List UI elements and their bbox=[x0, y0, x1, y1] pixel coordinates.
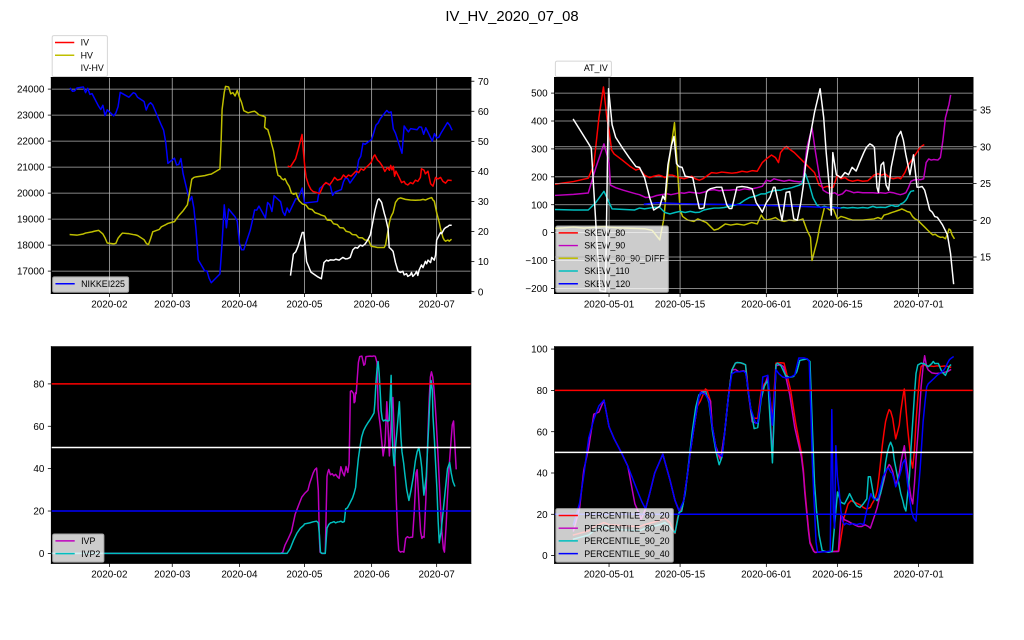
svg-text:IV_HV_2020_07_08: IV_HV_2020_07_08 bbox=[445, 9, 578, 25]
svg-text:30: 30 bbox=[980, 142, 991, 153]
svg-text:2020-04: 2020-04 bbox=[221, 300, 258, 311]
svg-text:22000: 22000 bbox=[17, 137, 45, 148]
svg-text:NIKKEI225: NIKKEI225 bbox=[81, 279, 125, 289]
svg-text:HV: HV bbox=[81, 50, 93, 60]
svg-text:400: 400 bbox=[531, 117, 548, 128]
svg-text:50: 50 bbox=[478, 137, 489, 148]
svg-text:IV: IV bbox=[81, 38, 89, 48]
svg-text:0: 0 bbox=[542, 228, 548, 239]
svg-text:IVP: IVP bbox=[81, 536, 95, 546]
svg-text:2020-05: 2020-05 bbox=[286, 570, 323, 581]
svg-text:20: 20 bbox=[537, 510, 548, 521]
svg-text:500: 500 bbox=[531, 89, 548, 100]
svg-text:2020-07: 2020-07 bbox=[419, 570, 455, 581]
svg-text:SKEW_110: SKEW_110 bbox=[584, 266, 629, 276]
svg-text:SKEW_120: SKEW_120 bbox=[584, 279, 630, 289]
svg-text:AT_IV: AT_IV bbox=[584, 63, 608, 73]
svg-text:PERCENTILE_90_40: PERCENTILE_90_40 bbox=[584, 549, 669, 559]
svg-text:20: 20 bbox=[33, 507, 44, 518]
svg-text:2020-06-01: 2020-06-01 bbox=[741, 570, 791, 581]
svg-text:0: 0 bbox=[478, 287, 484, 298]
svg-text:2020-06-01: 2020-06-01 bbox=[741, 300, 791, 311]
svg-text:2020-06-15: 2020-06-15 bbox=[812, 570, 863, 581]
svg-text:300: 300 bbox=[531, 144, 548, 155]
svg-text:70: 70 bbox=[478, 77, 489, 88]
svg-text:2020-03: 2020-03 bbox=[154, 300, 191, 311]
svg-text:−100: −100 bbox=[525, 256, 548, 267]
svg-text:−200: −200 bbox=[525, 284, 548, 295]
svg-text:25: 25 bbox=[980, 179, 991, 190]
svg-text:PERCENTILE_80_20: PERCENTILE_80_20 bbox=[584, 511, 669, 521]
svg-text:2020-06-15: 2020-06-15 bbox=[812, 300, 863, 311]
svg-text:SKEW_80_90_DIFF: SKEW_80_90_DIFF bbox=[584, 253, 665, 263]
svg-text:IV-HV: IV-HV bbox=[81, 63, 104, 73]
svg-text:17000: 17000 bbox=[17, 267, 45, 278]
svg-text:2020-02: 2020-02 bbox=[91, 300, 127, 311]
svg-text:20000: 20000 bbox=[17, 189, 45, 200]
svg-text:80: 80 bbox=[33, 379, 44, 390]
svg-text:2020-05-01: 2020-05-01 bbox=[584, 300, 634, 311]
svg-text:2020-05-01: 2020-05-01 bbox=[584, 570, 634, 581]
svg-text:2020-03: 2020-03 bbox=[154, 570, 191, 581]
svg-text:200: 200 bbox=[531, 172, 548, 183]
svg-text:15: 15 bbox=[980, 253, 991, 264]
svg-text:40: 40 bbox=[33, 464, 44, 475]
svg-text:20: 20 bbox=[980, 216, 991, 227]
svg-text:40: 40 bbox=[478, 167, 489, 178]
svg-text:0: 0 bbox=[542, 551, 548, 562]
svg-text:30: 30 bbox=[478, 197, 489, 208]
svg-text:2020-06: 2020-06 bbox=[354, 300, 391, 311]
svg-text:2020-05: 2020-05 bbox=[286, 300, 323, 311]
svg-text:2020-07-01: 2020-07-01 bbox=[893, 570, 943, 581]
svg-text:2020-07-01: 2020-07-01 bbox=[893, 300, 943, 311]
svg-text:23000: 23000 bbox=[17, 111, 45, 122]
svg-text:10: 10 bbox=[478, 257, 489, 268]
svg-text:2020-05-15: 2020-05-15 bbox=[655, 300, 706, 311]
svg-text:SKEW_90: SKEW_90 bbox=[584, 241, 625, 251]
svg-text:IVP2: IVP2 bbox=[81, 549, 100, 559]
svg-text:20: 20 bbox=[478, 227, 489, 238]
svg-text:100: 100 bbox=[531, 345, 548, 356]
svg-text:60: 60 bbox=[537, 427, 548, 438]
svg-text:21000: 21000 bbox=[17, 163, 45, 174]
svg-text:80: 80 bbox=[537, 386, 548, 397]
svg-text:35: 35 bbox=[980, 106, 991, 117]
svg-text:SKEW_80: SKEW_80 bbox=[584, 228, 625, 238]
svg-text:40: 40 bbox=[537, 469, 548, 480]
svg-text:100: 100 bbox=[531, 200, 548, 211]
svg-text:0: 0 bbox=[39, 549, 45, 560]
svg-text:2020-04: 2020-04 bbox=[221, 570, 258, 581]
svg-text:19000: 19000 bbox=[17, 215, 45, 226]
svg-text:2020-05-15: 2020-05-15 bbox=[655, 570, 706, 581]
svg-text:PERCENTILE_90_20: PERCENTILE_90_20 bbox=[584, 536, 669, 546]
svg-text:2020-07: 2020-07 bbox=[419, 300, 455, 311]
svg-text:18000: 18000 bbox=[17, 241, 45, 252]
svg-text:PERCENTILE_80_40: PERCENTILE_80_40 bbox=[584, 523, 669, 533]
svg-text:2020-02: 2020-02 bbox=[91, 570, 127, 581]
svg-text:60: 60 bbox=[478, 107, 489, 118]
svg-text:2020-06: 2020-06 bbox=[354, 570, 391, 581]
svg-text:60: 60 bbox=[33, 422, 44, 433]
svg-text:24000: 24000 bbox=[17, 85, 45, 96]
